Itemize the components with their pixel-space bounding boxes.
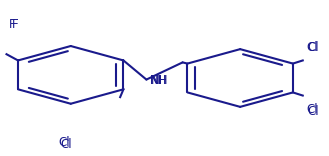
Text: Cl: Cl xyxy=(308,105,319,118)
Text: NH: NH xyxy=(151,74,169,87)
Text: NH: NH xyxy=(150,74,167,87)
Text: Cl: Cl xyxy=(308,41,319,54)
Text: Cl: Cl xyxy=(58,136,70,149)
Text: F: F xyxy=(9,18,16,31)
Text: Cl: Cl xyxy=(60,138,72,151)
Text: Cl: Cl xyxy=(307,103,318,117)
Text: Cl: Cl xyxy=(307,41,318,54)
Text: F: F xyxy=(12,18,18,31)
Text: NH: NH xyxy=(150,74,167,87)
